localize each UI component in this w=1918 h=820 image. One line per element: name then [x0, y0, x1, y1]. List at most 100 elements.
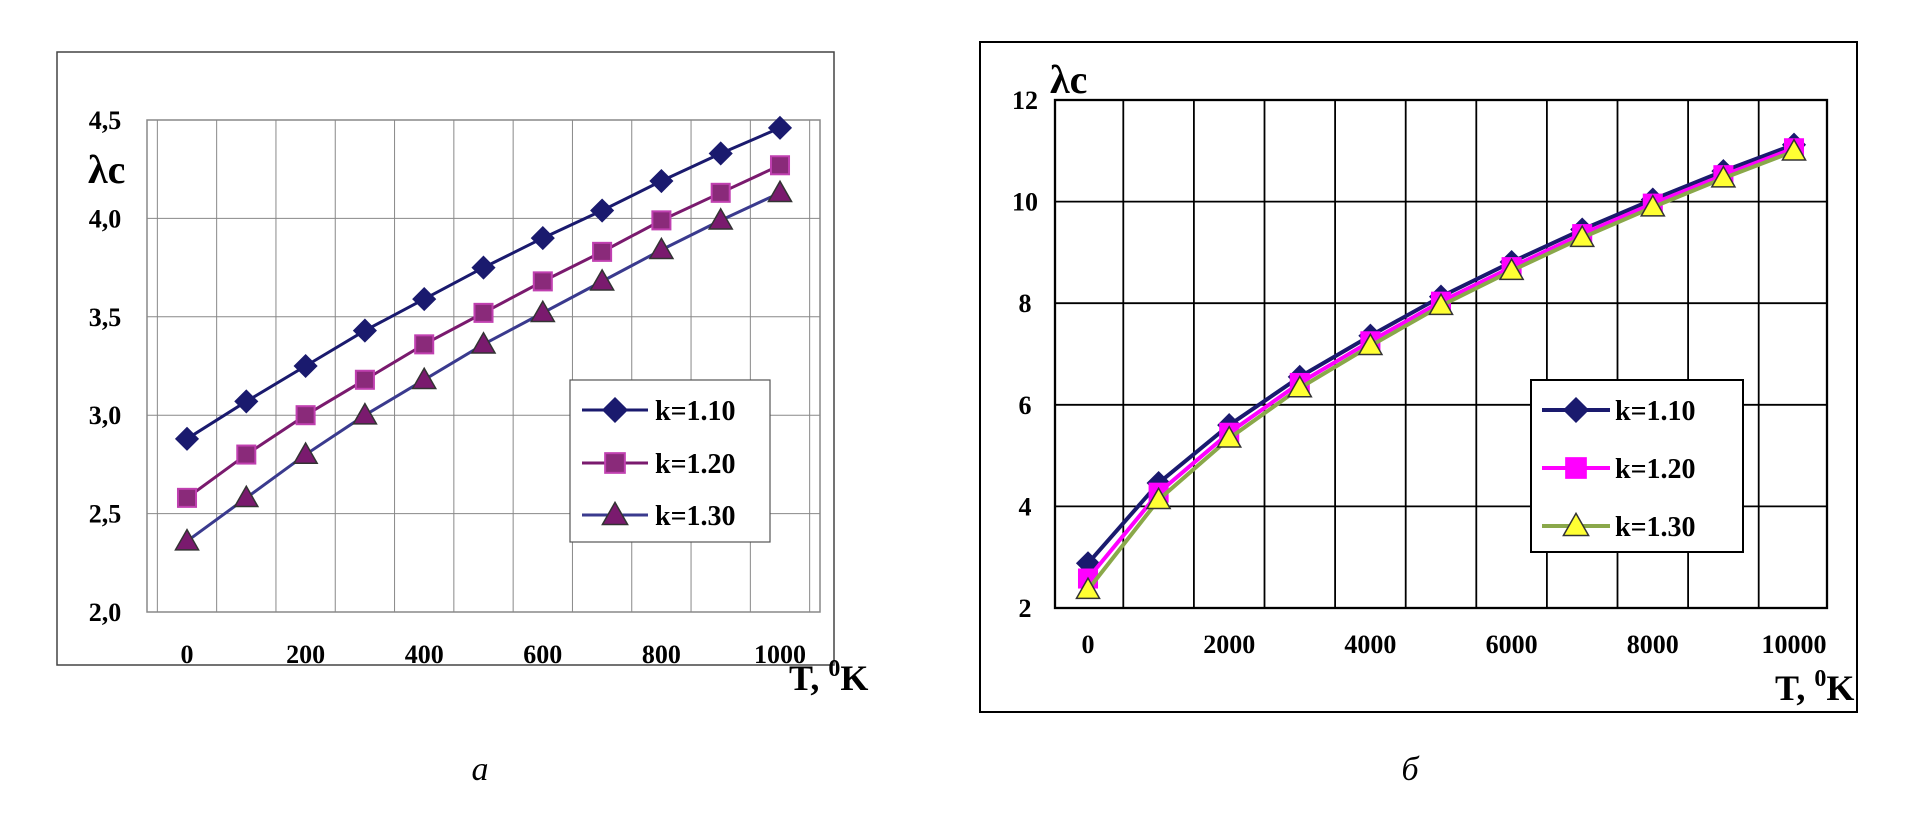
chart-frame: [56, 51, 835, 666]
data-point: [470, 331, 497, 354]
x-tick-label: 600: [523, 640, 562, 669]
y-tick-label: 2,0: [89, 598, 122, 627]
y-tick-label: 12: [1012, 86, 1038, 115]
series-k=1.30: [174, 179, 793, 551]
data-point: [1145, 486, 1172, 510]
legend-label: k=1.20: [655, 449, 736, 480]
y-tick-label: 2,5: [89, 500, 122, 529]
y-tick-label: 2: [1019, 594, 1032, 623]
x-tick-label: 200: [286, 640, 325, 669]
y-tick-label: 3,0: [89, 401, 122, 430]
x-tick-label: 0: [181, 640, 194, 669]
data-point: [649, 168, 674, 194]
x-tick-label: 0: [1082, 630, 1095, 659]
legend: k=1.10 k=1.20 k=1.30: [1530, 379, 1744, 553]
chart-frame: [979, 41, 1858, 713]
data-point: [530, 226, 555, 251]
data-point: [352, 318, 377, 343]
data-point: [1357, 332, 1384, 356]
data-point: [708, 141, 733, 166]
plot-area-border: [146, 119, 821, 613]
data-point: [1569, 224, 1596, 248]
y-tick-label: 4,5: [89, 106, 122, 135]
data-point: [651, 210, 672, 231]
y-tick-label: 4,0: [89, 204, 122, 233]
data-point: [1781, 138, 1807, 161]
y-tick-label: 6: [1019, 391, 1032, 420]
y-tick-label: 4: [1019, 492, 1032, 521]
x-axis-label-main: T,: [789, 658, 828, 698]
x-axis-label-sup: 0: [1814, 666, 1826, 692]
data-point: [354, 369, 375, 390]
x-tick-label: 800: [642, 640, 681, 669]
data-point: [412, 287, 437, 312]
legend-label: k=1.20: [1615, 454, 1696, 485]
legend-marker: [601, 500, 629, 526]
data-point: [529, 299, 556, 323]
chart-1: 2,0 2,5 3,0 3,5 4,0 4,5 0 200 400 600 800 1000 λс T, …: [56, 51, 868, 788]
data-point: [767, 179, 793, 203]
data-point: [292, 441, 319, 464]
data-point: [1498, 257, 1525, 281]
y-tick-label: 10: [1012, 188, 1038, 217]
data-point: [236, 444, 257, 465]
series-k=1.30: [1075, 138, 1807, 600]
data-point: [707, 207, 734, 230]
x-axis-label: T, 0K: [789, 656, 868, 698]
chart-caption: а: [472, 751, 489, 788]
plot-area-border: [1053, 98, 1829, 610]
x-tick-label: 10000: [1762, 630, 1827, 659]
legend: k=1.10 k=1.20 k=1.30: [569, 379, 771, 543]
legend-label: k=1.30: [1615, 512, 1696, 543]
data-point: [1639, 194, 1666, 217]
data-point: [293, 353, 318, 379]
x-axis-label-sup: 0: [828, 656, 840, 682]
data-point: [411, 366, 438, 390]
y-axis-label: λс: [88, 147, 125, 192]
data-point: [295, 405, 316, 426]
data-point: [473, 302, 494, 323]
data-point: [1075, 576, 1101, 600]
data-point: [234, 389, 259, 414]
legend-label: k=1.30: [655, 501, 736, 532]
data-point: [589, 268, 615, 291]
y-tick-label: 3,5: [89, 303, 122, 332]
data-point: [1710, 165, 1737, 188]
data-point: [233, 484, 260, 508]
y-axis-label: λс: [1050, 57, 1087, 102]
legend-marker: [604, 452, 626, 474]
legend-label: k=1.10: [1615, 396, 1696, 427]
data-point: [532, 271, 553, 292]
data-point: [769, 155, 791, 176]
data-point: [176, 487, 198, 508]
data-point: [1216, 425, 1243, 448]
data-point: [592, 241, 613, 262]
series-k=1.10: [174, 115, 793, 451]
legend-marker: [1565, 457, 1587, 479]
data-point: [1286, 374, 1313, 398]
x-tick-label: 1000: [754, 640, 806, 669]
data-point: [710, 182, 731, 203]
x-tick-label: 6000: [1486, 630, 1538, 659]
x-axis-label-unit: K: [840, 658, 868, 698]
data-point: [648, 236, 675, 260]
x-tick-label: 2000: [1203, 630, 1255, 659]
legend-marker: [1562, 511, 1590, 537]
data-point: [174, 528, 200, 551]
chart-caption: б: [1401, 751, 1420, 788]
series-k=1.20: [176, 155, 791, 508]
y-tick-label: 8: [1019, 289, 1032, 318]
legend-label: k=1.10: [655, 396, 736, 427]
legend-marker: [1562, 396, 1590, 424]
x-axis-label-main: T,: [1775, 668, 1814, 708]
data-point: [471, 255, 496, 280]
x-tick-label: 8000: [1627, 630, 1679, 659]
data-point: [1428, 292, 1454, 316]
x-axis-label-unit: K: [1826, 668, 1854, 708]
data-point: [352, 402, 378, 425]
data-point: [590, 198, 615, 223]
x-tick-label: 4000: [1344, 630, 1396, 659]
data-point: [414, 334, 435, 355]
